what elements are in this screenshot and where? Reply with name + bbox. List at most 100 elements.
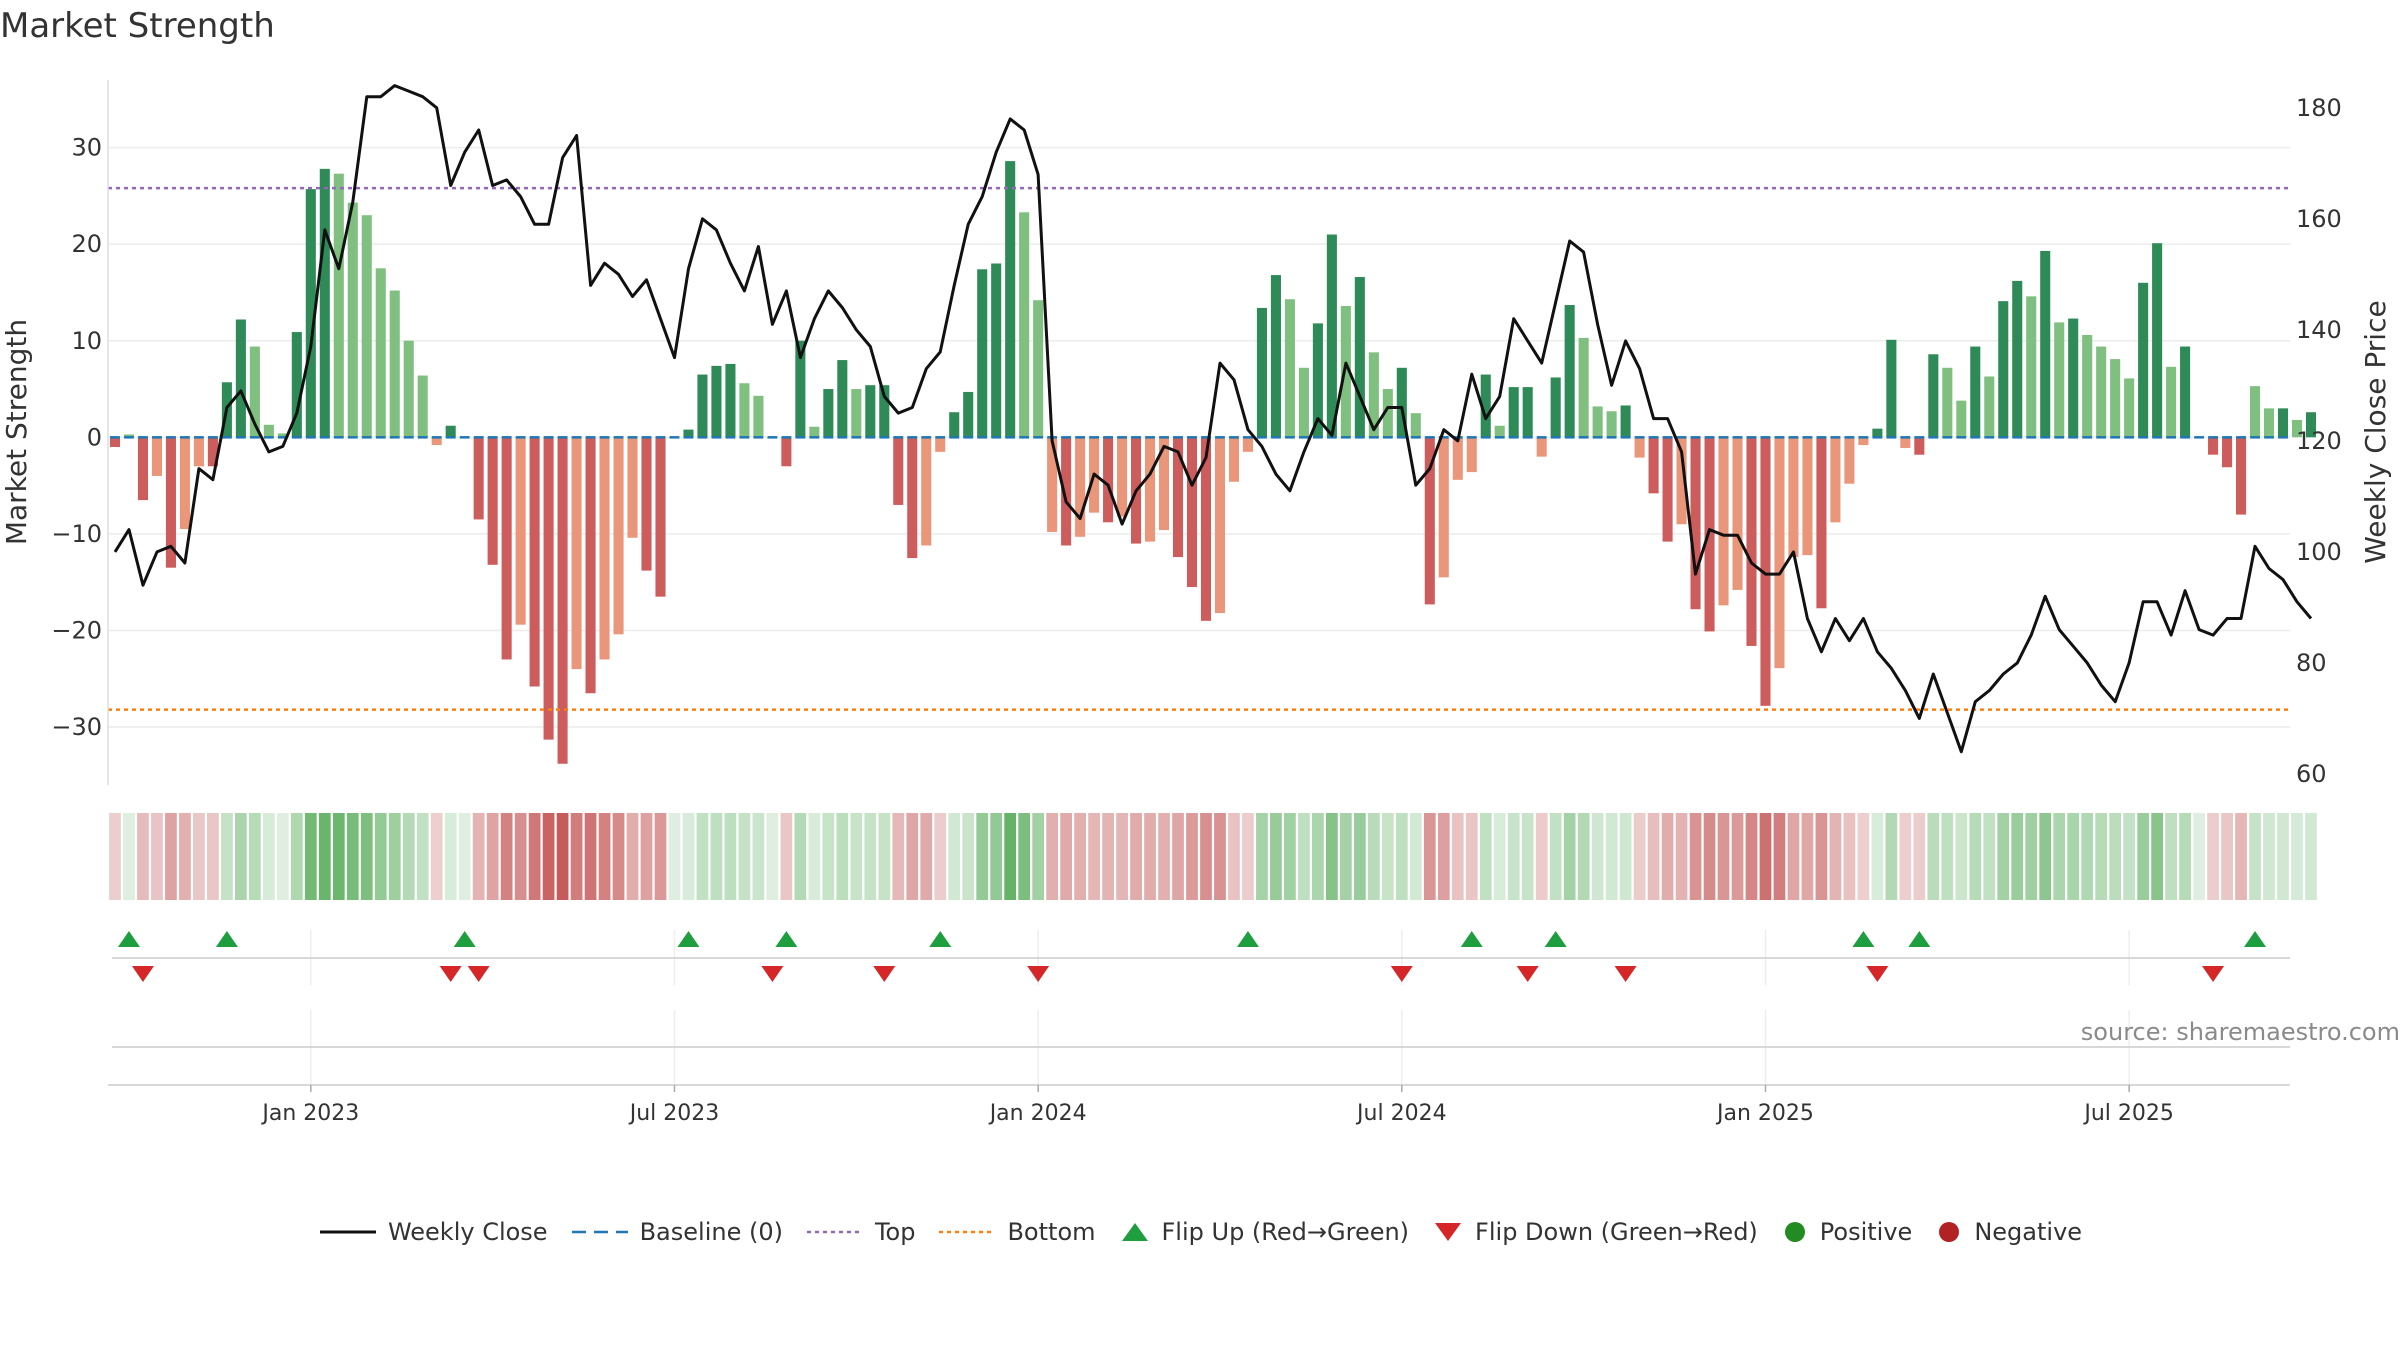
- strength-bar: [1592, 406, 1603, 438]
- strength-bar: [2180, 346, 2191, 438]
- legend-label: Flip Up (Red→Green): [1161, 1218, 1410, 1246]
- strength-bar: [809, 426, 820, 438]
- heat-cell: [1815, 813, 1828, 900]
- strength-bar: [977, 269, 988, 438]
- heat-cell: [1507, 813, 1520, 900]
- strength-bar: [2291, 419, 2303, 438]
- heat-cell: [1787, 813, 1800, 900]
- strength-bar: [165, 437, 176, 568]
- strength-bar: [1312, 323, 1323, 438]
- strength-bar: [823, 389, 834, 438]
- strength-bar: [2152, 243, 2163, 438]
- strength-bar: [2249, 386, 2261, 438]
- heat-cell: [1116, 813, 1128, 900]
- heat-cell: [892, 813, 905, 900]
- heat-cell: [1479, 813, 1492, 900]
- strength-bar: [1172, 437, 1184, 558]
- heat-cell: [318, 813, 331, 900]
- y-left-tick-label: 20: [71, 230, 102, 258]
- heat-cell: [1745, 813, 1758, 900]
- flip-up-marker: [1908, 931, 1931, 947]
- chart-title: Market Strength: [0, 6, 275, 46]
- strength-bar: [109, 437, 121, 447]
- strength-bar: [991, 263, 1002, 438]
- strength-bar: [1662, 437, 1673, 542]
- heat-cell: [1074, 813, 1086, 900]
- strength-bar: [2096, 346, 2107, 438]
- heat-cell: [2039, 813, 2052, 900]
- y-left-tick-label: 30: [71, 134, 102, 162]
- heat-cell: [2151, 813, 2163, 900]
- strength-bar: [473, 437, 484, 520]
- strength-bar: [851, 389, 862, 438]
- strength-bar: [151, 437, 162, 476]
- legend-label: Flip Down (Green→Red): [1475, 1218, 1758, 1246]
- strength-bar: [1858, 437, 1869, 446]
- strength-bar: [277, 433, 288, 438]
- flip-up-marker: [215, 931, 238, 947]
- heat-cell: [1857, 813, 1870, 900]
- heat-cell: [1423, 813, 1436, 900]
- flip-down-marker: [1614, 966, 1637, 982]
- strength-bar: [1536, 437, 1547, 457]
- heat-cell: [2025, 813, 2038, 900]
- heat-cell: [990, 813, 1003, 900]
- strength-bar: [585, 437, 596, 694]
- heat-cell: [1955, 813, 1968, 900]
- strength-bar: [431, 437, 442, 446]
- strength-bar: [697, 374, 708, 438]
- flip-down-marker: [2202, 966, 2225, 982]
- heat-cell: [1619, 813, 1632, 900]
- heat-cell: [626, 813, 639, 900]
- strength-bar: [1620, 405, 1631, 438]
- y-left-tick-label: 10: [71, 327, 102, 355]
- heat-cell: [1675, 813, 1688, 900]
- heat-cell: [1018, 813, 1031, 900]
- strength-bar: [361, 215, 372, 438]
- y-left-axis-title: Market Strength: [0, 319, 33, 545]
- flip-up-marker: [1852, 931, 1875, 947]
- x-tick-label: Jul 2024: [1355, 1101, 1447, 1126]
- heat-cell: [1256, 813, 1268, 900]
- strength-bar: [1284, 299, 1295, 438]
- strength-bar: [1900, 437, 1911, 448]
- heat-cell: [710, 813, 723, 900]
- strength-bar: [403, 340, 414, 438]
- strength-bar: [1648, 437, 1659, 494]
- strength-bar: [1145, 437, 1156, 542]
- strength-bar: [1494, 425, 1505, 438]
- heat-cell: [1284, 813, 1296, 900]
- strength-bar: [613, 437, 624, 635]
- y-right-tick-label: 80: [2296, 649, 2327, 677]
- heat-cell: [444, 813, 457, 900]
- y-right-tick-label: 120: [2296, 427, 2342, 455]
- heat-cell: [472, 813, 485, 900]
- flip-down-marker: [1516, 966, 1539, 982]
- flip-down-marker: [1866, 966, 1889, 982]
- heat-cell: [1843, 813, 1856, 900]
- heat-cell: [794, 813, 807, 900]
- heat-cell: [1367, 813, 1380, 900]
- heat-cell: [1801, 813, 1814, 900]
- heat-cell: [1060, 813, 1072, 900]
- flip-up-marker: [117, 931, 140, 947]
- strength-bar: [319, 168, 330, 438]
- strength-bar: [683, 429, 694, 438]
- heat-cell: [1941, 813, 1954, 900]
- heat-cell: [2137, 813, 2150, 900]
- strength-bar: [1802, 437, 1813, 556]
- strength-bar: [627, 437, 638, 538]
- heat-cell: [500, 813, 513, 900]
- legend: Weekly Close Baseline (0) Top Bottom Fli…: [0, 1212, 2400, 1252]
- strength-bar: [795, 340, 806, 438]
- strength-bar: [1019, 212, 1030, 438]
- heat-cell: [640, 813, 653, 900]
- heat-cell: [1871, 813, 1884, 900]
- heat-cell: [2095, 813, 2108, 900]
- flip-down-marker: [131, 966, 154, 982]
- heat-cell: [2123, 813, 2136, 900]
- strength-bar: [2110, 359, 2121, 438]
- flip-up-marker: [929, 931, 952, 947]
- heat-cell: [2109, 813, 2122, 900]
- heat-cell: [1605, 813, 1618, 900]
